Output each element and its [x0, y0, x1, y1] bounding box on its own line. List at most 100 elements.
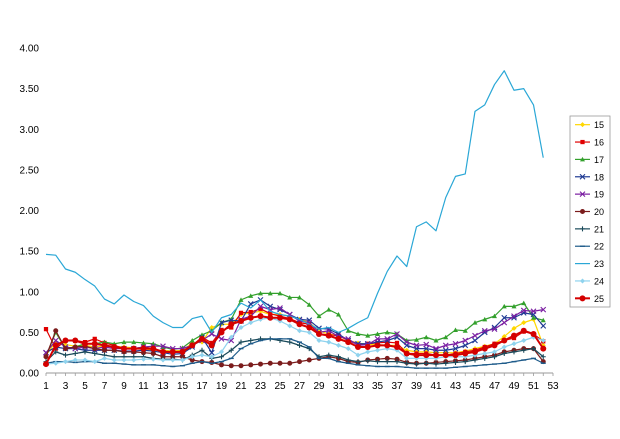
series-21-point	[297, 342, 302, 348]
series-25-point	[218, 329, 225, 336]
series-17-point	[453, 327, 458, 332]
series-24-point	[248, 320, 254, 326]
series-19-point	[160, 343, 166, 350]
series-16-point	[229, 325, 234, 330]
series-19-point	[52, 337, 59, 344]
series-21-point	[433, 361, 439, 367]
series-25-point	[540, 345, 547, 352]
series-19-point	[394, 331, 400, 337]
series-25	[43, 313, 547, 368]
legend-swatch-marker	[580, 139, 585, 145]
series-19-point	[277, 305, 283, 311]
series-19-point	[374, 335, 381, 342]
series-17-point	[131, 339, 137, 345]
series-15-point	[209, 325, 215, 330]
series-18-point	[452, 345, 459, 352]
series-16-point	[248, 309, 253, 315]
series-17-point	[365, 333, 371, 338]
series-25-point	[150, 345, 157, 352]
x-tick-label: 45	[469, 381, 481, 392]
series-24-point	[316, 338, 322, 343]
series-21-point	[472, 357, 478, 363]
series-24-point	[141, 356, 146, 362]
series-17-point	[375, 331, 380, 336]
series-17-point	[511, 303, 517, 309]
series-19-point	[208, 331, 215, 337]
series-19-point	[403, 339, 410, 346]
legend: 15 16 17 18 19 20 21 22 23 24 25	[569, 115, 611, 308]
series-17-line	[45, 292, 544, 357]
series-19-point	[481, 327, 488, 334]
legend-swatch-marker	[580, 278, 585, 284]
series-24-point	[345, 346, 351, 352]
series-25-point	[433, 352, 439, 359]
series-18-point	[247, 301, 254, 307]
x-axis-ticks	[45, 373, 554, 376]
series-21-point	[531, 346, 536, 352]
series-17-point	[316, 313, 322, 319]
series-24-point	[326, 339, 332, 345]
series-25-point	[530, 331, 537, 337]
x-tick-label: 41	[430, 381, 442, 392]
series-18-point	[511, 314, 517, 321]
series-24-point	[511, 341, 517, 347]
series-21-point	[287, 339, 293, 345]
legend-label: 15	[594, 120, 604, 130]
legend-label: 24	[594, 276, 604, 286]
series-24-point	[355, 352, 361, 358]
y-tick-label: 3.00	[20, 125, 40, 136]
series-24-point	[150, 356, 156, 362]
series-25-point	[481, 345, 488, 352]
series-25-point	[238, 318, 244, 324]
series-18-point	[462, 342, 469, 349]
series-18-point	[540, 322, 547, 329]
series-20-point	[43, 354, 49, 360]
series-16-point	[268, 311, 273, 316]
legend-label: 23	[594, 259, 604, 269]
series-19-point	[423, 341, 430, 348]
series-18-line	[45, 299, 544, 355]
series-17-point	[189, 338, 195, 343]
x-tick-label: 49	[508, 381, 520, 392]
series-20-point	[189, 357, 195, 363]
series-21-point	[326, 352, 332, 358]
series-17-point	[326, 307, 332, 312]
series-25-point	[335, 335, 342, 342]
series-24-point	[219, 349, 224, 355]
x-tick-label: 19	[216, 381, 228, 392]
series-25-point	[199, 335, 205, 342]
series-25-point	[501, 337, 508, 344]
series-17-point	[287, 294, 293, 300]
series-21-point	[414, 361, 419, 367]
series-25-point	[257, 313, 264, 320]
series-19-point	[530, 308, 537, 315]
series-20-point	[258, 361, 263, 367]
series-21-point	[365, 358, 371, 364]
series-17-point	[258, 290, 263, 296]
series-18-point	[501, 314, 508, 321]
series-22-line	[45, 338, 544, 369]
y-tick-label: 2.00	[20, 206, 40, 217]
series-17-point	[501, 303, 507, 309]
x-tick-label: 23	[255, 381, 267, 392]
series-21-point	[404, 360, 410, 366]
series-21-point	[492, 354, 497, 360]
series-17-point	[277, 290, 283, 296]
series-25-point	[286, 316, 293, 323]
series-25-line	[45, 315, 545, 365]
series-17-point	[336, 312, 341, 317]
series-21-point	[423, 360, 429, 366]
series-25-point	[316, 331, 322, 337]
series-20-point	[228, 363, 234, 369]
series-24-point	[306, 329, 312, 335]
legend-swatch-marker	[579, 191, 586, 198]
series-19-point	[520, 307, 527, 314]
y-tick-label: 0.50	[20, 328, 40, 339]
series-21-point	[345, 357, 351, 363]
series-20-point	[306, 357, 312, 363]
series-20-point	[102, 347, 107, 353]
series-25-point	[394, 344, 400, 350]
x-tick-label: 53	[547, 381, 559, 392]
series-20-point	[267, 360, 273, 366]
series-25-point	[442, 352, 449, 359]
